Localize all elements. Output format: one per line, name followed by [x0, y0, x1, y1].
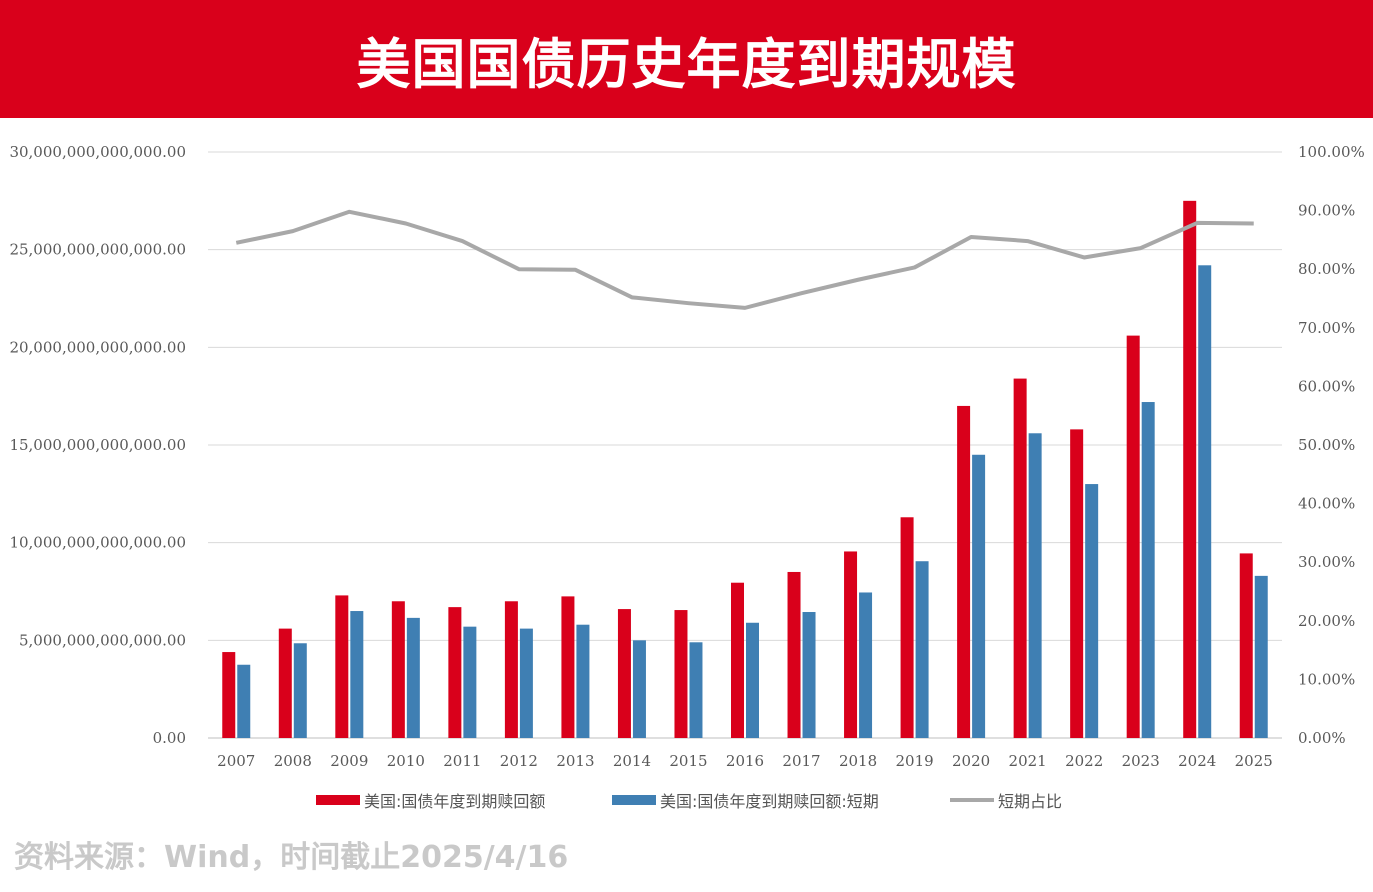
legend-swatch-short: [612, 795, 656, 805]
bar-short: [350, 611, 364, 738]
x-axis-tick-label: 2007: [217, 752, 255, 770]
bar-total: [1183, 200, 1197, 738]
bar-total: [391, 601, 405, 738]
bar-short: [406, 617, 420, 738]
bar-short: [915, 561, 929, 738]
right-axis-tick-label: 20.00%: [1298, 612, 1355, 630]
x-axis-tick-label: 2012: [500, 752, 538, 770]
bar-short: [859, 592, 873, 738]
bar-short: [1085, 484, 1099, 738]
ratio-line: [235, 209, 1254, 310]
x-axis-tick-label: 2014: [613, 752, 651, 770]
bar-total: [900, 517, 914, 738]
bar-total: [222, 652, 236, 738]
bar-short: [1198, 265, 1212, 738]
bar-total: [1239, 553, 1253, 738]
legend-label-short: 美国:国债年度到期赎回额:短期: [660, 792, 879, 811]
x-axis-tick-label: 2011: [443, 752, 481, 770]
left-axis-tick-label: 0.00: [153, 729, 186, 747]
right-axis-tick-label: 80.00%: [1298, 260, 1355, 278]
bar-total: [504, 601, 518, 738]
dual-axis-bar-line-chart: 0.00 5,000,000,000,000.00 10,000,000,000,0…: [9, 143, 1365, 770]
bar-total: [335, 595, 349, 738]
bar-total: [731, 582, 744, 738]
legend-label-ratio: 短期占比: [998, 792, 1063, 811]
right-axis-tick-label: 10.00%: [1298, 670, 1355, 688]
legend-item-short: 美国:国债年度到期赎回额:短期: [612, 788, 879, 812]
bar-short: [463, 626, 477, 738]
right-axis-tick-label: 40.00%: [1298, 495, 1355, 513]
x-axis-tick-label: 2022: [1065, 752, 1103, 770]
right-axis-tick-label: 30.00%: [1298, 553, 1355, 571]
bar-short: [689, 642, 703, 738]
x-axis-tick-label: 2013: [556, 752, 594, 770]
x-axis-tick-label: 2025: [1235, 752, 1273, 770]
x-axis-tick-label: 2016: [726, 752, 764, 770]
bar-total: [278, 628, 292, 738]
bar-total: [448, 607, 462, 738]
bar-total: [957, 405, 971, 738]
x-axis-tick-label: 2015: [669, 752, 707, 770]
bar-short: [802, 612, 816, 738]
bar-short: [972, 454, 986, 738]
bar-short: [632, 640, 646, 738]
bar-short: [576, 624, 590, 738]
source-note: 资料来源：Wind，时间截止2025/4/16: [14, 840, 569, 875]
right-axis-tick-label: 100.00%: [1298, 143, 1365, 161]
x-axis-tick-label: 2023: [1122, 752, 1160, 770]
legend-swatch-total: [316, 795, 360, 805]
left-axis-tick-label: 5,000,000,000,000.00: [19, 631, 186, 649]
title-banner: 美国国债历史年度到期规模: [0, 0, 1373, 118]
legend-item-ratio: 短期占比: [950, 788, 1062, 812]
bar-total: [617, 609, 631, 738]
bar-short: [1028, 433, 1042, 738]
right-axis-tick-label: 50.00%: [1298, 436, 1355, 454]
x-axis-tick-label: 2008: [274, 752, 312, 770]
right-axis-tick-label: 60.00%: [1298, 377, 1355, 395]
legend-label-total: 美国:国债年度到期赎回额: [364, 792, 546, 811]
bar-total: [1070, 429, 1084, 738]
right-axis-tick-label: 70.00%: [1298, 319, 1355, 337]
page-title: 美国国债历史年度到期规模: [356, 32, 1017, 96]
left-axis-tick-label: 20,000,000,000,000.00: [9, 338, 186, 356]
bar-short: [293, 643, 307, 738]
right-axis-tick-label: 0.00%: [1298, 729, 1346, 747]
bar-short: [237, 664, 251, 738]
bar-total: [674, 610, 688, 738]
bar-total: [787, 571, 801, 738]
x-axis-tick-label: 2024: [1178, 752, 1216, 770]
x-axis-tick-label: 2018: [839, 752, 877, 770]
x-axis-tick-label: 2019: [895, 752, 933, 770]
x-axis-tick-label: 2017: [782, 752, 820, 770]
x-axis-tick-label: 2021: [1009, 752, 1047, 770]
bar-short: [746, 622, 759, 738]
left-axis-tick-label: 25,000,000,000,000.00: [9, 241, 186, 259]
bar-total: [1013, 378, 1027, 738]
bar-short: [1141, 402, 1155, 738]
x-axis-tick-label: 2009: [330, 752, 368, 770]
legend-item-total: 美国:国债年度到期赎回额: [316, 788, 545, 812]
x-axis-tick-label: 2020: [952, 752, 990, 770]
bar-total: [844, 551, 858, 738]
left-axis-tick-label: 15,000,000,000,000.00: [9, 436, 186, 454]
bar-total: [561, 596, 575, 738]
bar-short: [1254, 575, 1268, 738]
left-axis-tick-label: 30,000,000,000,000.00: [9, 143, 186, 161]
bar-total: [1126, 335, 1140, 738]
x-axis-tick-label: 2010: [387, 752, 425, 770]
bar-short: [519, 628, 533, 738]
legend-swatch-ratio: [950, 798, 994, 802]
chart-legend: 美国:国债年度到期赎回额 美国:国债年度到期赎回额:短期 短期占比: [0, 788, 1373, 812]
right-axis-tick-label: 90.00%: [1298, 202, 1355, 220]
left-axis-tick-label: 10,000,000,000,000.00: [9, 534, 186, 552]
